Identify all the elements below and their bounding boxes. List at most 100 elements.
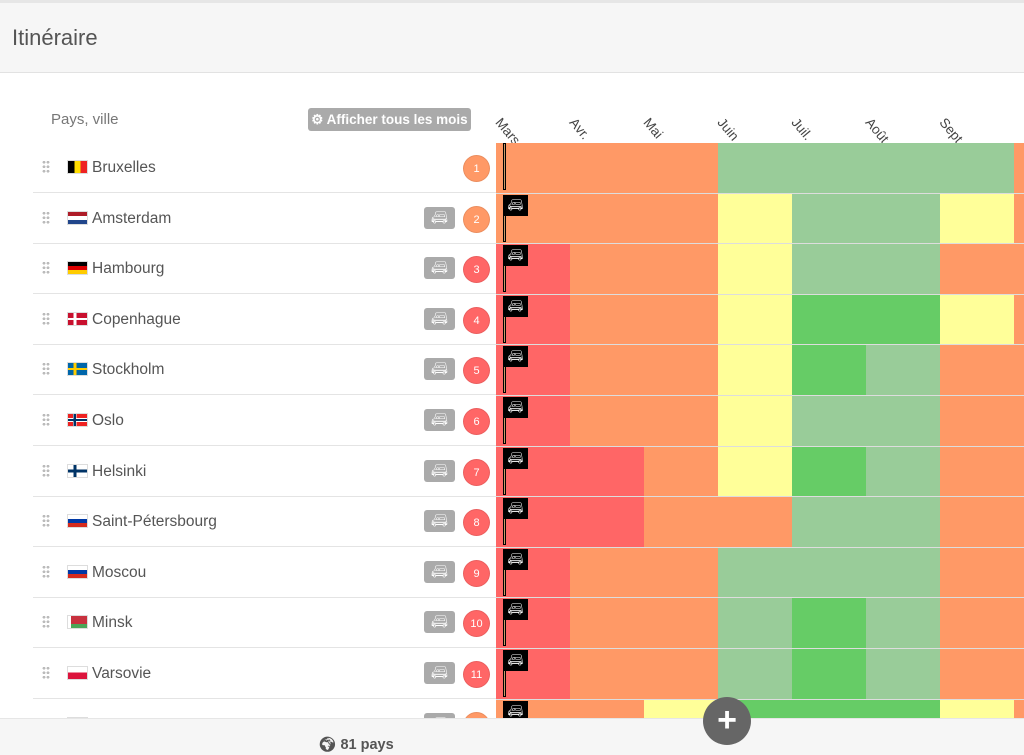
month-cell-Sept.[interactable] <box>940 649 1014 700</box>
month-cell-Août[interactable] <box>866 143 940 194</box>
month-cell-Sept.[interactable] <box>940 598 1014 649</box>
show-all-months-button[interactable]: ⚙ Afficher tous les mois <box>308 108 471 131</box>
month-cell-Oct.[interactable] <box>1014 497 1024 548</box>
itinerary-row[interactable]: Moscou 🚐︎ 9 <box>33 548 496 598</box>
camper-button[interactable]: 🚐︎ <box>424 409 455 431</box>
month-cell-Août[interactable] <box>866 497 940 548</box>
month-cell-Juin[interactable] <box>718 497 792 548</box>
month-cell-Oct.[interactable] <box>1014 649 1024 700</box>
month-cell-Avr.[interactable] <box>570 345 644 396</box>
month-cell-Avr.[interactable] <box>570 547 644 599</box>
month-cell-Avr.[interactable] <box>570 446 644 498</box>
drag-handle-icon[interactable] <box>42 160 50 174</box>
month-cell-Oct.[interactable] <box>1014 294 1024 346</box>
month-cell-Sept.[interactable] <box>940 497 1014 548</box>
month-cell-Juin[interactable] <box>718 649 792 700</box>
camper-button[interactable]: 🚐︎ <box>424 206 455 229</box>
month-cell-Oct.[interactable] <box>1014 143 1024 194</box>
month-cell-Août[interactable] <box>866 193 940 245</box>
month-cell-Mai[interactable] <box>644 294 718 346</box>
month-cell-Juil.[interactable] <box>792 294 866 346</box>
month-cell-Sept.[interactable] <box>940 446 1014 498</box>
month-cell-Juil.[interactable] <box>792 396 866 447</box>
month-cell-Août[interactable] <box>866 294 940 346</box>
itinerary-row[interactable]: Hambourg 🚐︎ 3 <box>33 244 496 295</box>
month-cell-Juin[interactable] <box>718 446 792 498</box>
month-cell-Avr.[interactable] <box>570 396 644 447</box>
month-cell-Mai[interactable] <box>644 345 718 396</box>
itinerary-row[interactable]: Bruxelles 1 <box>33 143 496 193</box>
month-cell-Sept.[interactable] <box>940 244 1014 295</box>
month-cell-Juil.[interactable] <box>792 497 866 548</box>
itinerary-row[interactable]: Oslo 🚐︎ 6 <box>33 396 496 446</box>
city-name[interactable]: Copenhague <box>92 310 181 328</box>
month-cell-Juin[interactable] <box>718 143 792 194</box>
drag-handle-icon[interactable] <box>42 666 50 680</box>
drag-handle-icon[interactable] <box>42 463 50 478</box>
month-cell-Oct.[interactable] <box>1014 244 1024 295</box>
month-cell-Août[interactable] <box>866 244 940 295</box>
city-name[interactable]: Oslo <box>92 412 124 429</box>
month-cell-Juin[interactable] <box>718 244 792 295</box>
month-cell-Juil.[interactable] <box>792 143 866 194</box>
month-cell-Mai[interactable] <box>644 446 718 498</box>
month-cell-Juil.[interactable] <box>792 244 866 295</box>
camper-button[interactable]: 🚐︎ <box>424 358 455 381</box>
drag-handle-icon[interactable] <box>42 413 50 427</box>
month-cell-Avr.[interactable] <box>570 244 644 295</box>
month-cell-Avr.[interactable] <box>570 143 644 194</box>
month-cell-Juin[interactable] <box>718 345 792 396</box>
drag-handle-icon[interactable] <box>42 210 50 225</box>
camper-button[interactable]: 🚐︎ <box>424 307 455 330</box>
camper-button[interactable]: 🚐︎ <box>424 459 455 482</box>
month-cell-Oct.[interactable] <box>1014 193 1024 245</box>
month-cell-Oct.[interactable] <box>1014 446 1024 498</box>
month-cell-Juin[interactable] <box>718 294 792 346</box>
city-name[interactable]: Amsterdam <box>92 209 172 227</box>
month-cell-Juil.[interactable] <box>792 193 866 245</box>
itinerary-row[interactable]: Helsinki 🚐︎ 7 <box>33 447 496 497</box>
drag-handle-icon[interactable] <box>42 311 50 326</box>
month-cell-Oct.[interactable] <box>1014 598 1024 649</box>
itinerary-row[interactable]: Minsk 🚐︎ 10 <box>33 598 496 649</box>
month-cell-Juin[interactable] <box>718 193 792 245</box>
month-cell-Sept.[interactable] <box>940 547 1014 599</box>
city-name[interactable]: Varsovie <box>92 665 152 682</box>
month-cell-Mai[interactable] <box>644 497 718 548</box>
month-cell-Sept.[interactable] <box>940 294 1014 346</box>
city-name[interactable]: Helsinki <box>92 462 147 480</box>
city-name[interactable]: Moscou <box>92 563 147 581</box>
itinerary-row[interactable]: Varsovie 🚐︎ 11 <box>33 649 496 699</box>
add-stop-button[interactable]: + <box>703 697 751 745</box>
itinerary-row[interactable]: Copenhague 🚐︎ 4 <box>33 295 496 345</box>
month-cell-Mai[interactable] <box>644 143 718 194</box>
month-cell-Avr.[interactable] <box>570 649 644 700</box>
month-cell-Sept.[interactable] <box>940 396 1014 447</box>
camper-button[interactable]: 🚐︎ <box>424 257 455 280</box>
month-cell-Juil.[interactable] <box>792 345 866 396</box>
month-cell-Mars[interactable] <box>496 143 570 194</box>
itinerary-row[interactable]: Stockholm 🚐︎ 5 <box>33 345 496 396</box>
month-cell-Avr.[interactable] <box>570 598 644 649</box>
month-cell-Sept.[interactable] <box>940 143 1014 194</box>
month-cell-Sept.[interactable] <box>940 193 1014 245</box>
month-cell-Août[interactable] <box>866 649 940 700</box>
drag-handle-icon[interactable] <box>42 514 50 529</box>
month-cell-Avr.[interactable] <box>570 294 644 346</box>
city-name[interactable]: Bruxelles <box>92 159 156 176</box>
month-cell-Oct.[interactable] <box>1014 396 1024 447</box>
month-cell-Sept.[interactable] <box>940 345 1014 396</box>
month-cell-Juil.[interactable] <box>792 649 866 700</box>
month-cell-Août[interactable] <box>866 396 940 447</box>
camper-button[interactable]: 🚐︎ <box>424 510 455 533</box>
itinerary-row[interactable]: Saint-Pétersbourg 🚐︎ 8 <box>33 497 496 548</box>
city-name[interactable]: Minsk <box>92 614 133 632</box>
month-cell-Juin[interactable] <box>718 547 792 599</box>
drag-handle-icon[interactable] <box>42 564 50 579</box>
drag-handle-icon[interactable] <box>42 362 50 377</box>
drag-handle-icon[interactable] <box>42 261 50 276</box>
month-cell-Juil.[interactable] <box>792 446 866 498</box>
camper-button[interactable]: 🚐︎ <box>424 611 455 634</box>
month-cell-Mai[interactable] <box>644 193 718 245</box>
month-cell-Mai[interactable] <box>644 396 718 447</box>
